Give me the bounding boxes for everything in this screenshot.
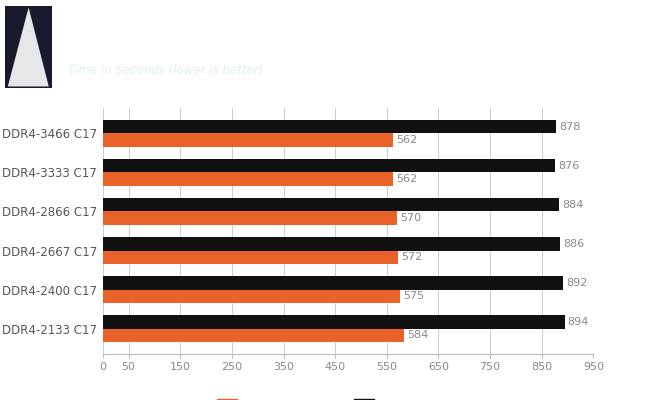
Bar (103, 133, 393, 147)
Bar (103, 290, 400, 303)
Text: Time in Seconds (lower is better): Time in Seconds (lower is better) (68, 64, 263, 77)
Text: Blender 2.78: Blender 2.78 (68, 20, 209, 40)
Text: 584: 584 (408, 330, 429, 340)
Text: 572: 572 (401, 252, 423, 262)
Bar (103, 159, 555, 172)
FancyBboxPatch shape (5, 6, 52, 88)
Bar (103, 329, 404, 342)
Bar (103, 250, 398, 264)
Bar (103, 276, 564, 290)
Bar (103, 198, 560, 212)
Text: 892: 892 (567, 278, 588, 288)
Text: 894: 894 (567, 317, 589, 327)
Text: 562: 562 (396, 174, 417, 184)
Bar (103, 120, 556, 133)
Text: 878: 878 (560, 122, 580, 132)
Text: 562: 562 (396, 135, 417, 145)
Text: 884: 884 (562, 200, 584, 210)
Bar (103, 237, 560, 250)
Text: 886: 886 (564, 239, 585, 249)
Text: 570: 570 (400, 213, 421, 223)
Bar (103, 172, 393, 186)
Text: 575: 575 (403, 292, 424, 302)
Text: 876: 876 (558, 160, 580, 170)
Polygon shape (8, 8, 49, 86)
Bar (103, 212, 397, 225)
Legend: Ryzen 5 2400G, Ryzen 3 2200G: Ryzen 5 2400G, Ryzen 3 2200G (212, 394, 484, 400)
Bar (103, 315, 564, 329)
